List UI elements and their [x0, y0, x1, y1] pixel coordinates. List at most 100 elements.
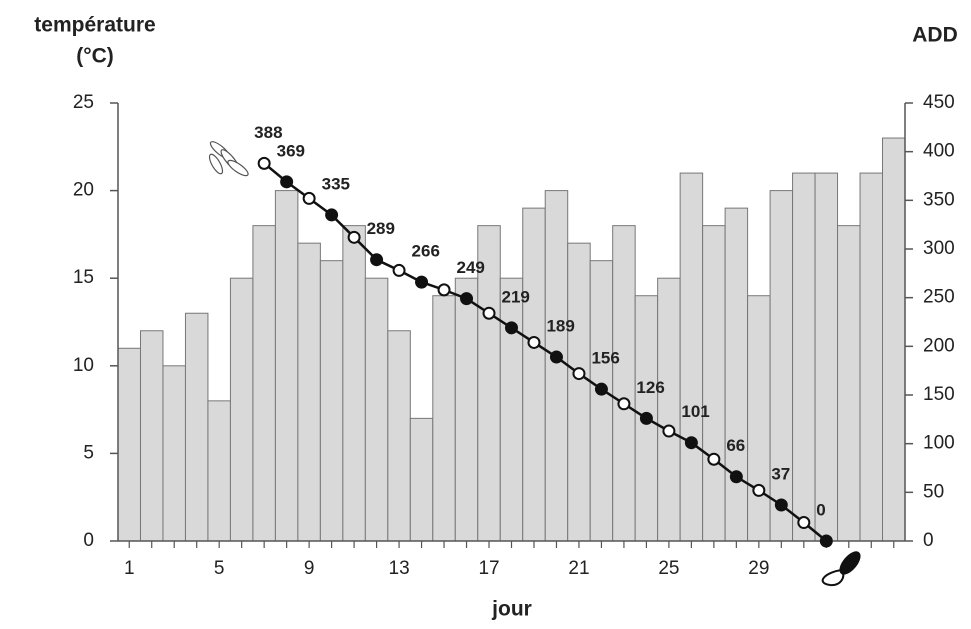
add-point [821, 536, 832, 547]
value-label: 156 [591, 349, 619, 368]
add-point [281, 176, 292, 187]
bar [410, 418, 432, 541]
bar [815, 173, 837, 541]
bar [208, 401, 230, 541]
add-point [708, 454, 719, 465]
add-point [349, 232, 360, 243]
add-point [731, 471, 742, 482]
bar [433, 296, 455, 541]
bar [388, 331, 410, 541]
bar [185, 313, 207, 541]
bar [253, 226, 275, 541]
bar [748, 296, 770, 541]
bar [545, 191, 567, 541]
y2-tick-label: 100 [923, 433, 955, 454]
add-point [528, 337, 539, 348]
x-tick-label: 21 [568, 558, 589, 579]
bar [680, 173, 702, 541]
y2-tick-label: 200 [923, 335, 955, 356]
bar [793, 173, 815, 541]
y2-axis-title: ADD [912, 24, 958, 47]
add-point [439, 284, 450, 295]
bar [703, 226, 725, 541]
y-tick-label: 20 [73, 180, 94, 201]
pupa-icon [823, 549, 863, 585]
add-point [394, 265, 405, 276]
bar [230, 278, 252, 541]
value-label: 66 [726, 436, 745, 455]
x-tick-label: 1 [124, 558, 135, 579]
y-tick-label: 10 [73, 355, 94, 376]
add-point [686, 437, 697, 448]
bar [140, 331, 162, 541]
x-tick-label: 29 [748, 558, 769, 579]
y2-tick-label: 250 [923, 287, 955, 308]
bar [523, 208, 545, 541]
x-tick-label: 13 [389, 558, 410, 579]
x-tick-label: 9 [304, 558, 315, 579]
y-tick-label: 0 [83, 530, 94, 551]
add-point [304, 193, 315, 204]
y2-tick-label: 350 [923, 189, 955, 210]
add-point [641, 413, 652, 424]
value-label: 249 [457, 258, 485, 277]
value-label: 335 [322, 174, 350, 193]
add-point [484, 308, 495, 319]
bar [343, 226, 365, 541]
add-point [573, 368, 584, 379]
x-tick-label: 5 [214, 558, 225, 579]
add-point [371, 254, 382, 265]
bar [613, 226, 635, 541]
add-point [618, 398, 629, 409]
larva-icon [207, 139, 250, 178]
chart: température (°C) ADD jour 05101520250501… [0, 0, 971, 624]
add-point [259, 158, 270, 169]
add-point [596, 384, 607, 395]
bar [568, 243, 590, 541]
bar [500, 278, 522, 541]
bar [658, 278, 680, 541]
value-label: 37 [771, 464, 790, 483]
bar [275, 191, 297, 541]
bar [590, 261, 612, 541]
add-point [776, 499, 787, 510]
value-label: 0 [816, 500, 825, 519]
bar [455, 278, 477, 541]
bar [838, 226, 860, 541]
add-point [326, 209, 337, 220]
bar [725, 208, 747, 541]
y-tick-label: 15 [73, 267, 94, 288]
y-axis-title: température [34, 14, 155, 37]
y-tick-label: 25 [73, 92, 94, 113]
value-label: 289 [367, 219, 395, 238]
x-tick-label: 17 [478, 558, 499, 579]
add-point [551, 352, 562, 363]
value-label: 126 [636, 378, 664, 397]
bar [883, 138, 905, 541]
add-point [663, 426, 674, 437]
bar [770, 191, 792, 541]
add-point [416, 277, 427, 288]
add-point [798, 517, 809, 528]
bar [118, 348, 140, 541]
y2-tick-label: 450 [923, 92, 955, 113]
y2-tick-label: 0 [923, 530, 934, 551]
y2-tick-label: 400 [923, 141, 955, 162]
bar [860, 173, 882, 541]
y2-tick-label: 150 [923, 384, 955, 405]
y2-tick-label: 300 [923, 238, 955, 259]
bar [365, 278, 387, 541]
value-label: 266 [412, 242, 440, 261]
bar [163, 366, 185, 541]
value-label: 388 [254, 123, 282, 142]
value-label: 369 [277, 141, 305, 160]
y-axis-title: (°C) [76, 45, 114, 68]
bar [320, 261, 342, 541]
value-label: 101 [681, 402, 709, 421]
y-tick-label: 5 [83, 442, 94, 463]
value-label: 189 [546, 317, 574, 336]
add-point [461, 293, 472, 304]
x-tick-label: 25 [658, 558, 679, 579]
y2-tick-label: 50 [923, 481, 944, 502]
bar [298, 243, 320, 541]
